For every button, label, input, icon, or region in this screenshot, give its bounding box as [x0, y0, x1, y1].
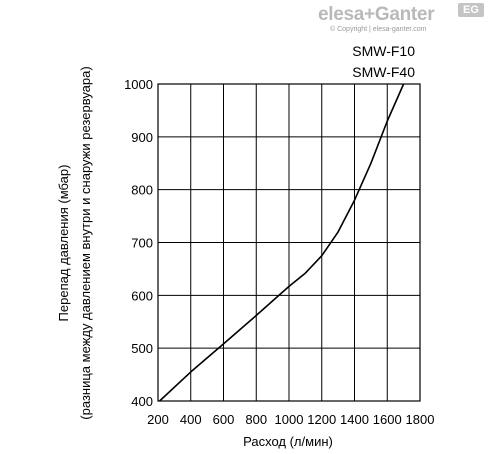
y-tick-label: 1000 [124, 77, 153, 92]
y-tick-label: 600 [131, 288, 153, 303]
annotations: SMW-F10 SMW-F40 [352, 43, 415, 80]
y-tick-label: 900 [131, 130, 153, 145]
y-tick-label: 800 [131, 183, 153, 198]
series-group [159, 83, 405, 402]
x-tick-label: 400 [180, 412, 202, 427]
y-tick-label: 500 [131, 341, 153, 356]
y-axis-label: Перепад давления (мбар) [56, 165, 71, 322]
x-tick-label: 600 [213, 412, 235, 427]
x-tick-label: 1400 [340, 412, 369, 427]
y-tick-label: 400 [131, 394, 153, 409]
plot-frame [157, 83, 421, 402]
series-line [159, 83, 405, 402]
copyright-text: © Copyright | elesa-ganter.com [330, 26, 427, 33]
y-axis-sublabel: (разница между давлением внутри и снаруж… [78, 66, 93, 419]
x-tick-label: 200 [147, 412, 169, 427]
x-tick-labels: 200 400 600 800 1000 1200 1400 1600 1800 [147, 412, 434, 427]
y-tick-labels: 400 500 600 700 800 900 1000 [124, 77, 153, 409]
x-tick-label: 800 [245, 412, 267, 427]
model-label: SMW-F10 [352, 43, 415, 59]
x-tick-label: 1800 [406, 412, 435, 427]
model-label: SMW-F40 [352, 64, 415, 80]
x-axis-label: Расход (л/мин) [243, 434, 333, 449]
y-tick-label: 700 [131, 236, 153, 251]
x-tick-label: 1200 [307, 412, 336, 427]
x-tick-label: 1600 [373, 412, 402, 427]
grid-lines [157, 83, 421, 402]
x-tick-label: 1000 [275, 412, 304, 427]
eg-badge-logo: EG [458, 3, 484, 17]
brand-logo: elesa+Ganter [318, 4, 435, 25]
